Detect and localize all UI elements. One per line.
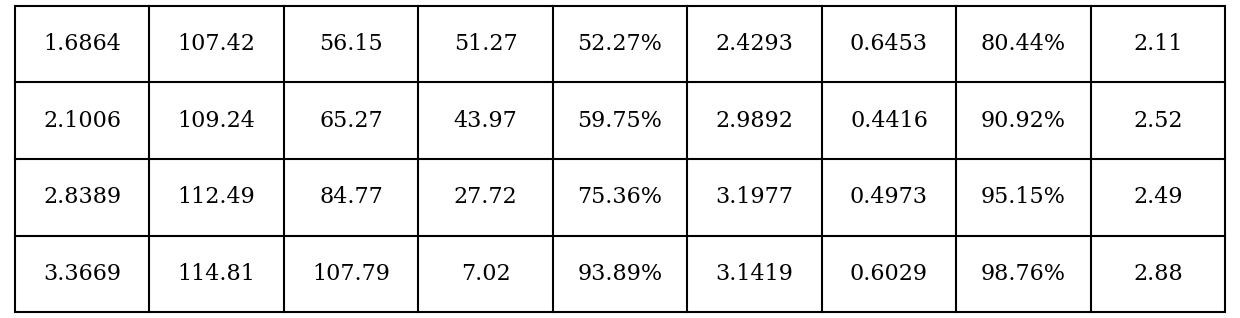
Text: 0.6029: 0.6029: [849, 263, 928, 285]
Text: 2.49: 2.49: [1133, 186, 1183, 208]
Text: 2.88: 2.88: [1133, 263, 1183, 285]
Text: 43.97: 43.97: [454, 110, 517, 132]
Text: 75.36%: 75.36%: [578, 186, 662, 208]
Text: 2.11: 2.11: [1133, 33, 1183, 55]
Text: 7.02: 7.02: [461, 263, 511, 285]
Text: 2.52: 2.52: [1133, 110, 1183, 132]
Text: 80.44%: 80.44%: [981, 33, 1066, 55]
Text: 109.24: 109.24: [177, 110, 255, 132]
Text: 27.72: 27.72: [454, 186, 517, 208]
Text: 2.4293: 2.4293: [715, 33, 794, 55]
Text: 114.81: 114.81: [177, 263, 255, 285]
Text: 84.77: 84.77: [319, 186, 383, 208]
Text: 56.15: 56.15: [319, 33, 383, 55]
Text: 3.1419: 3.1419: [715, 263, 794, 285]
Text: 95.15%: 95.15%: [981, 186, 1066, 208]
Text: 98.76%: 98.76%: [981, 263, 1066, 285]
Text: 51.27: 51.27: [454, 33, 517, 55]
Text: 3.1977: 3.1977: [715, 186, 794, 208]
Text: 1.6864: 1.6864: [43, 33, 122, 55]
Text: 0.4416: 0.4416: [849, 110, 928, 132]
Text: 2.8389: 2.8389: [43, 186, 122, 208]
Text: 0.6453: 0.6453: [849, 33, 928, 55]
Text: 3.3669: 3.3669: [43, 263, 122, 285]
Text: 107.79: 107.79: [312, 263, 391, 285]
Text: 0.4973: 0.4973: [849, 186, 928, 208]
Text: 90.92%: 90.92%: [981, 110, 1066, 132]
Text: 65.27: 65.27: [319, 110, 383, 132]
Text: 59.75%: 59.75%: [578, 110, 662, 132]
Text: 2.1006: 2.1006: [43, 110, 122, 132]
Text: 112.49: 112.49: [177, 186, 255, 208]
Text: 93.89%: 93.89%: [578, 263, 662, 285]
Text: 52.27%: 52.27%: [578, 33, 662, 55]
Text: 2.9892: 2.9892: [715, 110, 794, 132]
Text: 107.42: 107.42: [177, 33, 255, 55]
